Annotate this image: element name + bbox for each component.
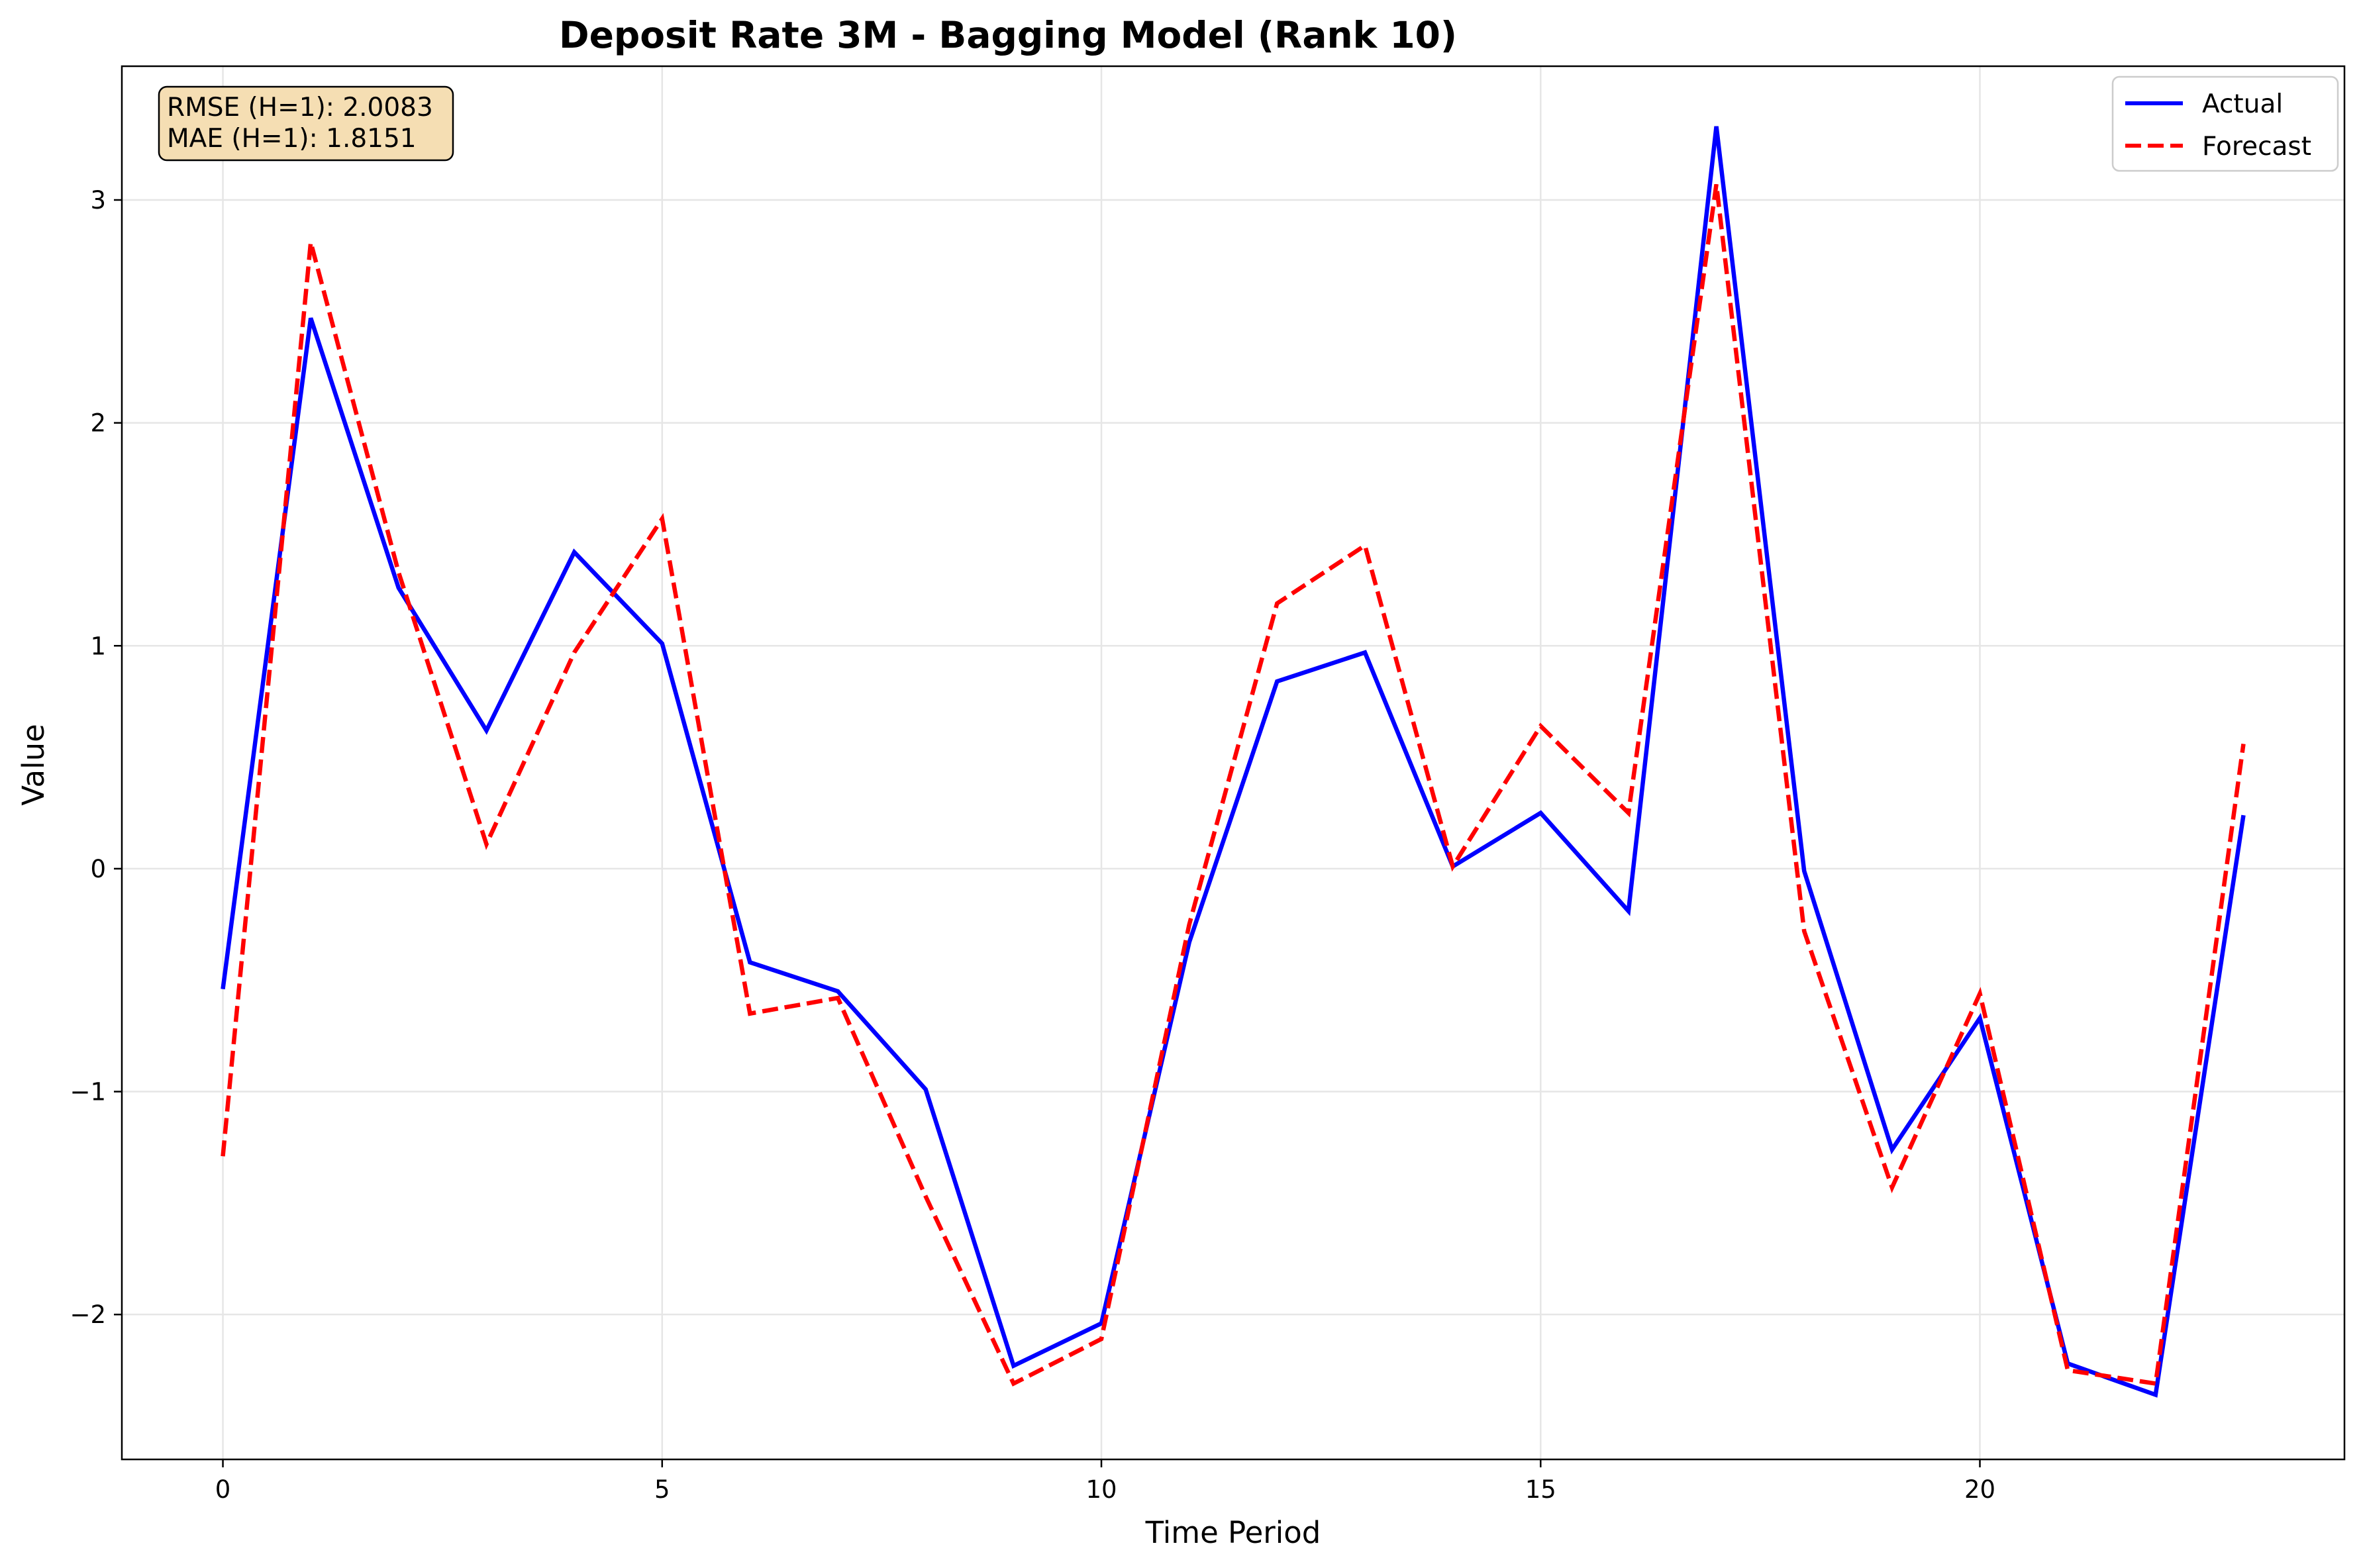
grid [122,66,2344,1459]
ticks: 0 5 10 15 20 −2 −1 0 1 2 3 [70,186,1995,1504]
x-tick-label: 5 [654,1475,670,1504]
y-tick-label: −2 [70,1300,106,1329]
series-line-actual [221,126,2246,1398]
y-tick-label: 2 [90,409,106,438]
x-tick-label: 10 [1085,1475,1117,1504]
x-tick-label: 20 [1964,1475,1995,1504]
metrics-annotation-background [158,85,454,162]
x-axis-label: Time Period [1145,1515,1321,1550]
legend-actual-label: Actual [2202,89,2283,119]
y-tick-label: −1 [70,1078,106,1106]
x-tick-label: 0 [215,1475,231,1504]
chart-title: Deposit Rate 3M - Bagging Model (Rank 10… [559,14,1457,56]
rmse-text: RMSE (H=1): 2.0083 [167,93,433,122]
x-tick-label: 15 [1525,1475,1556,1504]
y-tick-label: 1 [90,632,106,660]
legend-frame [2111,75,2339,172]
y-tick-label: 3 [90,186,106,215]
plot-area-frame [121,65,2346,1461]
series-layer [221,126,2246,1398]
metrics-annotation: RMSE (H=1): 2.0083 MAE (H=1): 1.8151 [158,85,454,162]
series-line-forecast [221,183,2246,1387]
legend: Actual Forecast [2111,75,2339,172]
y-axis-label: Value [16,724,51,806]
legend-forecast-label: Forecast [2202,132,2311,162]
y-tick-label: 0 [90,855,106,883]
mae-text: MAE (H=1): 1.8151 [167,124,417,154]
